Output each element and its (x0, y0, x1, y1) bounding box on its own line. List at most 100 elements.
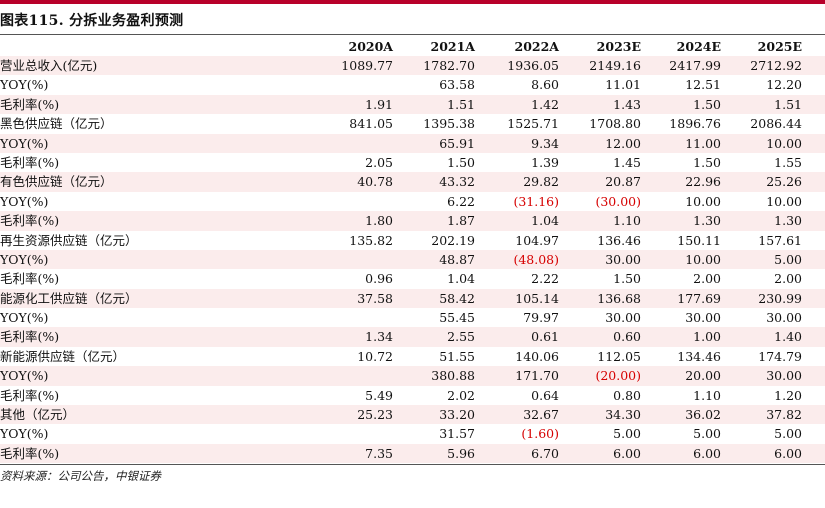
table-cell: 1.00 (693, 329, 721, 345)
source-note: 资料来源：公司公告，中银证券 (0, 469, 161, 483)
table-cell: 1.10 (613, 213, 641, 229)
table-cell: 58.42 (439, 290, 475, 306)
table-cell: 6.22 (447, 193, 475, 209)
table-cell: 105.14 (515, 290, 559, 306)
table-cell: 2.02 (447, 387, 475, 403)
table-cell: 5.96 (447, 445, 475, 461)
row-label: 毛利率(%) (0, 154, 60, 170)
table-cell: 2086.44 (750, 116, 802, 132)
table-cell: 1.04 (531, 213, 559, 229)
table-cell: 5.00 (693, 426, 721, 442)
table-cell: 20.00 (685, 368, 721, 384)
row-label: 毛利率(%) (0, 271, 60, 287)
column-header: 2025E (757, 39, 802, 54)
table-row: YOY(%) 380.88 171.70 (20.00) 20.00 30.00 (0, 366, 825, 386)
table-row: 毛利率(%) 5.49 2.02 0.64 0.80 1.10 1.20 (0, 386, 825, 405)
row-label: 营业总收入(亿元) (0, 58, 98, 73)
table-cell: 104.97 (515, 232, 559, 248)
row-label: 有色供应链（亿元） (0, 174, 113, 190)
table-row: 其他（亿元） 25.23 33.20 32.67 34.30 36.02 37.82 (0, 405, 825, 425)
table-cell: 1936.05 (507, 58, 559, 73)
table-row: YOY(%) 48.87 (48.08) 30.00 10.00 5.00 (0, 249, 825, 270)
table-cell: 1.40 (774, 329, 802, 345)
table-cell: 6.00 (613, 445, 641, 461)
table-cell: 1.34 (365, 329, 393, 345)
column-header: 2020A (348, 39, 394, 54)
table-cell: 1.39 (531, 154, 559, 170)
table-cell: 25.26 (766, 174, 802, 190)
table-cell: 79.97 (523, 310, 559, 326)
table-cell: 171.70 (515, 368, 559, 384)
table-cell: 380.88 (431, 368, 475, 384)
row-label: 毛利率(%) (0, 96, 60, 112)
row-label: YOY(%) (0, 310, 49, 326)
table-cell: 841.05 (349, 116, 393, 132)
table-cell: 1.51 (447, 96, 475, 112)
column-header: 2022A (514, 39, 560, 54)
table-cell: 1.55 (774, 154, 802, 170)
table-cell: 0.96 (365, 271, 393, 287)
table-cell: 34.30 (605, 407, 641, 423)
table-cell: 134.46 (677, 348, 721, 364)
top-accent-bar (0, 0, 825, 4)
table-cell: 22.96 (685, 174, 721, 190)
table-cell: 1.45 (613, 154, 641, 170)
title-divider (0, 34, 825, 35)
table-cell: 2.00 (693, 271, 721, 287)
row-label: 毛利率(%) (0, 387, 60, 403)
table-cell: 2.55 (447, 329, 475, 345)
table-row: 毛利率(%) 7.35 5.96 6.70 6.00 6.00 6.00 (0, 443, 825, 464)
table-cell: 1.87 (447, 213, 475, 229)
row-label: 其他（亿元） (0, 407, 76, 423)
table-cell: 9.34 (531, 135, 559, 151)
row-label: YOY(%) (0, 193, 49, 209)
table-cell: 177.69 (677, 290, 721, 306)
table-cell: 37.82 (766, 407, 802, 423)
row-label: 黑色供应链（亿元） (0, 116, 113, 132)
column-header: 2023E (596, 39, 641, 54)
table-cell: 8.60 (531, 77, 559, 93)
table-cell: 1.50 (693, 154, 721, 170)
table-cell: 12.20 (766, 77, 802, 93)
table-cell: 140.06 (515, 348, 559, 364)
table-cell: 2.22 (531, 271, 559, 287)
table-cell: 55.45 (439, 310, 475, 326)
table-cell: 2.05 (365, 154, 393, 170)
table-cell: 11.00 (685, 135, 721, 151)
table-cell: 43.32 (439, 174, 475, 190)
row-label: 毛利率(%) (0, 329, 60, 345)
table-cell: 51.55 (439, 348, 475, 364)
table-cell: 1.20 (774, 387, 802, 403)
table-cell: 20.87 (605, 174, 641, 190)
row-label: 能源化工供应链（亿元） (0, 290, 138, 306)
table-cell: (20.00) (595, 368, 641, 384)
table-cell: 0.64 (531, 387, 559, 403)
table-row: 毛利率(%) 1.80 1.87 1.04 1.10 1.30 1.30 (0, 211, 825, 231)
table-cell: 29.82 (523, 174, 559, 190)
row-label: 毛利率(%) (0, 445, 60, 461)
table-row: 有色供应链（亿元） 40.78 43.32 29.82 20.87 22.96 25.26 (0, 172, 825, 192)
table-row: 再生资源供应链（亿元） 135.82 202.19 104.97 136.46 150.1… (0, 231, 825, 250)
table-cell: 1.10 (693, 387, 721, 403)
table-cell: 1.04 (447, 271, 475, 287)
table-cell: 1896.76 (669, 116, 721, 132)
table-cell: 202.19 (431, 232, 475, 248)
table-cell: 65.91 (439, 135, 475, 151)
table-cell: 136.68 (597, 290, 641, 306)
table-row: 新能源供应链（亿元） 10.72 51.55 140.06 112.05 134.46 17… (0, 347, 825, 366)
row-label: 新能源供应链（亿元） (0, 348, 126, 364)
table-row: 营业总收入(亿元) 1089.77 1782.70 1936.05 2149.16 241… (0, 56, 825, 76)
table-cell: 1.42 (531, 96, 559, 112)
table-cell: 1.43 (613, 96, 641, 112)
forecast-table: 2020A 2021A 2022A 2023E 2024E 2025E 营业总收入(亿元) 1… (0, 38, 825, 464)
row-label: YOY(%) (0, 135, 49, 151)
table-row: YOY(%) 6.22 (31.16) (30.00) 10.00 10.00 (0, 192, 825, 211)
table-cell: 2417.99 (669, 58, 721, 73)
table-cell: 0.61 (531, 329, 559, 345)
table-cell: 136.46 (597, 232, 641, 248)
table-cell: 25.23 (357, 407, 393, 423)
table-row: YOY(%) 31.57 (1.60) 5.00 5.00 5.00 (0, 424, 825, 443)
table-cell: 5.49 (365, 387, 393, 403)
table-cell: 2712.92 (750, 58, 802, 73)
table-cell: 12.00 (605, 135, 641, 151)
